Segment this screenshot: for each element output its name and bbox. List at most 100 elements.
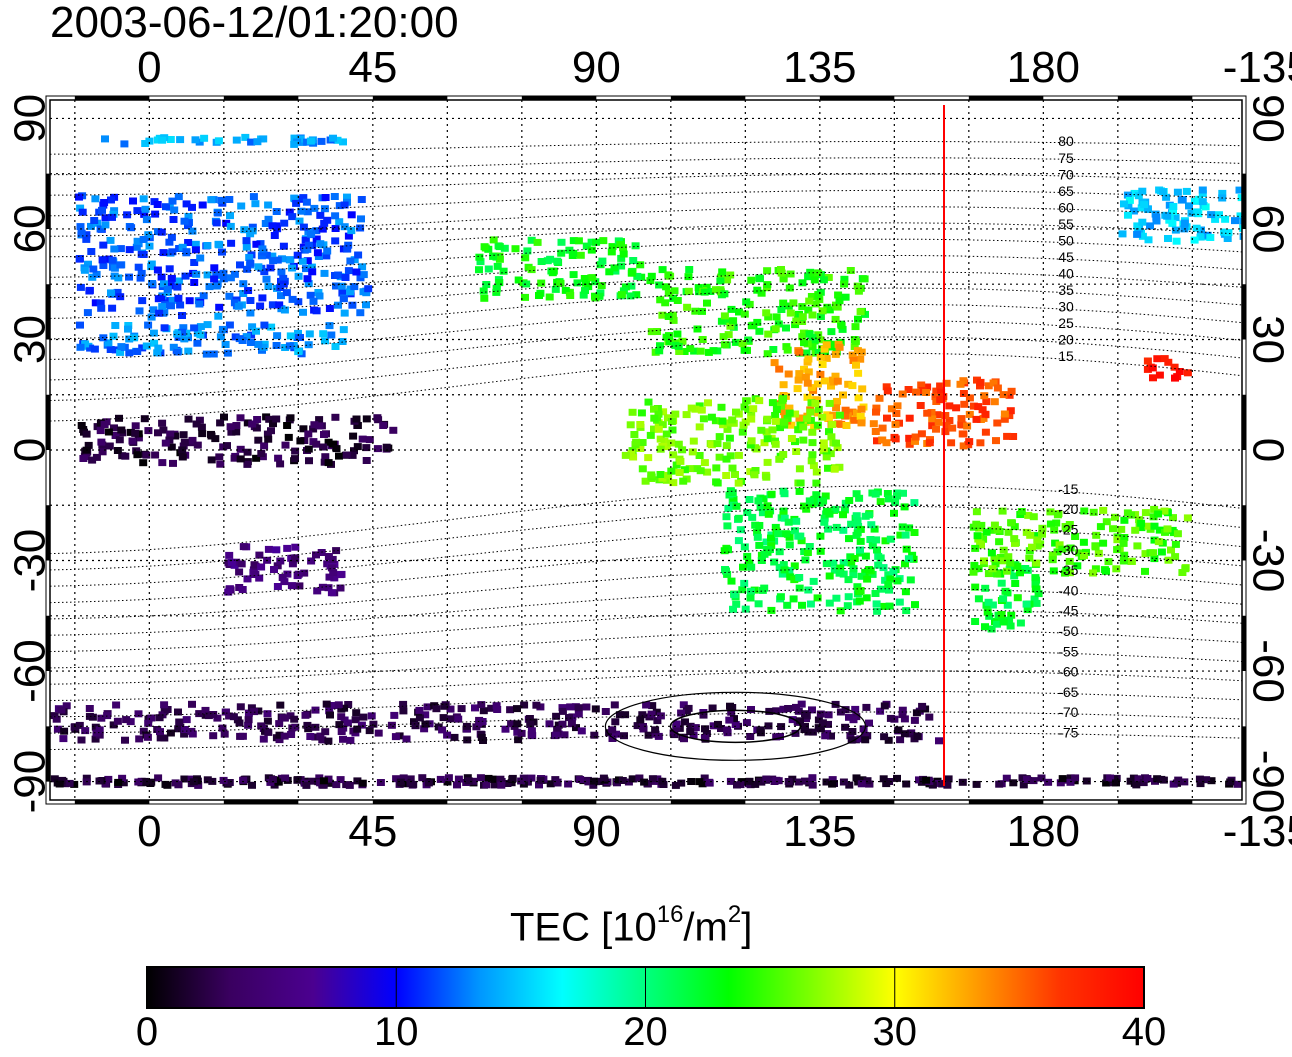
tec-cell xyxy=(291,723,300,731)
tec-cell xyxy=(489,236,498,244)
tec-cell xyxy=(1226,778,1235,786)
tec-cell xyxy=(627,282,636,290)
tec-cell xyxy=(901,531,910,539)
tec-cell xyxy=(780,418,789,426)
tec-cell xyxy=(352,415,361,423)
tec-cell xyxy=(307,777,316,785)
tec-cell xyxy=(749,405,758,413)
tec-cell xyxy=(807,457,816,465)
tec-cell xyxy=(76,343,85,351)
tec-cell xyxy=(158,303,167,311)
tec-cell xyxy=(846,267,855,274)
tec-cell xyxy=(324,775,333,783)
tec-cell xyxy=(595,778,604,785)
tec-cell xyxy=(1162,193,1171,201)
tec-cell xyxy=(636,445,645,452)
tec-cell xyxy=(350,447,358,455)
contour-label: -65 xyxy=(1058,684,1078,700)
tec-cell xyxy=(209,732,218,740)
tec-cell xyxy=(188,700,196,708)
tec-cell xyxy=(145,137,154,145)
tec-region xyxy=(75,192,373,321)
tec-cell xyxy=(156,734,165,742)
tec-cell xyxy=(706,288,715,295)
tec-cell xyxy=(1001,587,1010,595)
tec-cell xyxy=(850,416,859,424)
tec-cell xyxy=(590,731,599,739)
tec-cell xyxy=(618,777,627,784)
left-lat-label: -60 xyxy=(6,639,55,703)
tec-cell xyxy=(990,555,999,563)
tec-cell xyxy=(650,414,659,422)
tec-cell xyxy=(514,276,523,284)
tec-cell xyxy=(340,223,349,231)
tec-cell xyxy=(302,781,311,789)
tec-cell xyxy=(933,411,942,419)
tec-cell xyxy=(793,385,802,393)
tec-cell xyxy=(290,140,299,148)
tec-cell xyxy=(165,238,174,246)
tec-cell xyxy=(330,193,339,200)
tec-cell xyxy=(1000,410,1009,418)
tec-cell xyxy=(740,579,749,587)
tec-cell xyxy=(272,546,281,554)
tec-cell xyxy=(612,730,620,738)
tec-cell xyxy=(722,472,731,479)
tec-cell xyxy=(779,705,788,713)
tec-cell xyxy=(545,293,554,301)
tec-cell xyxy=(479,287,488,295)
tec-cell xyxy=(131,422,140,430)
tec-cell xyxy=(767,534,775,542)
tec-cell xyxy=(734,537,743,545)
tec-cell xyxy=(732,502,741,510)
tec-cell xyxy=(579,291,588,299)
tec-cell xyxy=(777,402,785,410)
tec-cell xyxy=(421,720,430,728)
tec-cell xyxy=(247,331,256,339)
tec-cell xyxy=(705,778,714,786)
tec-cell xyxy=(830,566,839,574)
tec-cell xyxy=(106,236,115,244)
tec-cell xyxy=(346,288,354,296)
tec-cell xyxy=(844,593,853,601)
tec-cell xyxy=(825,399,834,407)
tec-cell xyxy=(337,570,346,578)
tec-cell xyxy=(691,307,700,315)
tec-cell xyxy=(217,196,226,204)
tec-cell xyxy=(658,266,667,274)
tec-cell xyxy=(800,329,808,337)
contour-label: 40 xyxy=(1058,266,1074,282)
tec-cell xyxy=(160,324,169,332)
tec-cell xyxy=(785,409,794,417)
tec-cell xyxy=(119,779,128,787)
tec-cell xyxy=(626,292,635,300)
tec-cell xyxy=(301,711,310,719)
tec-cell xyxy=(700,774,709,782)
tec-cell xyxy=(234,302,243,310)
tec-cell xyxy=(535,292,543,299)
tec-cell xyxy=(668,311,677,319)
tec-cell xyxy=(357,196,366,203)
tec-cell xyxy=(501,725,510,733)
tec-cell xyxy=(136,274,145,282)
tec-cell xyxy=(147,714,156,722)
contour-label: 25 xyxy=(1058,315,1074,331)
tec-cell xyxy=(105,442,114,450)
tec-cell xyxy=(893,402,902,410)
tec-cell xyxy=(777,269,786,277)
tec-cell xyxy=(905,730,914,738)
tec-cell xyxy=(557,238,566,246)
tec-cell xyxy=(287,582,296,590)
tec-cell xyxy=(1190,197,1199,205)
tec-cell xyxy=(244,709,253,717)
tec-cell xyxy=(818,719,827,727)
tec-cell xyxy=(190,259,199,266)
tec-cell xyxy=(327,564,336,572)
tec-cell xyxy=(835,569,844,577)
tec-cell xyxy=(884,736,893,744)
tec-cell xyxy=(937,388,946,396)
bottom-lon-label: 90 xyxy=(572,807,621,856)
tec-cell xyxy=(857,419,866,427)
tec-cell xyxy=(840,280,849,288)
tec-cell xyxy=(322,252,331,260)
